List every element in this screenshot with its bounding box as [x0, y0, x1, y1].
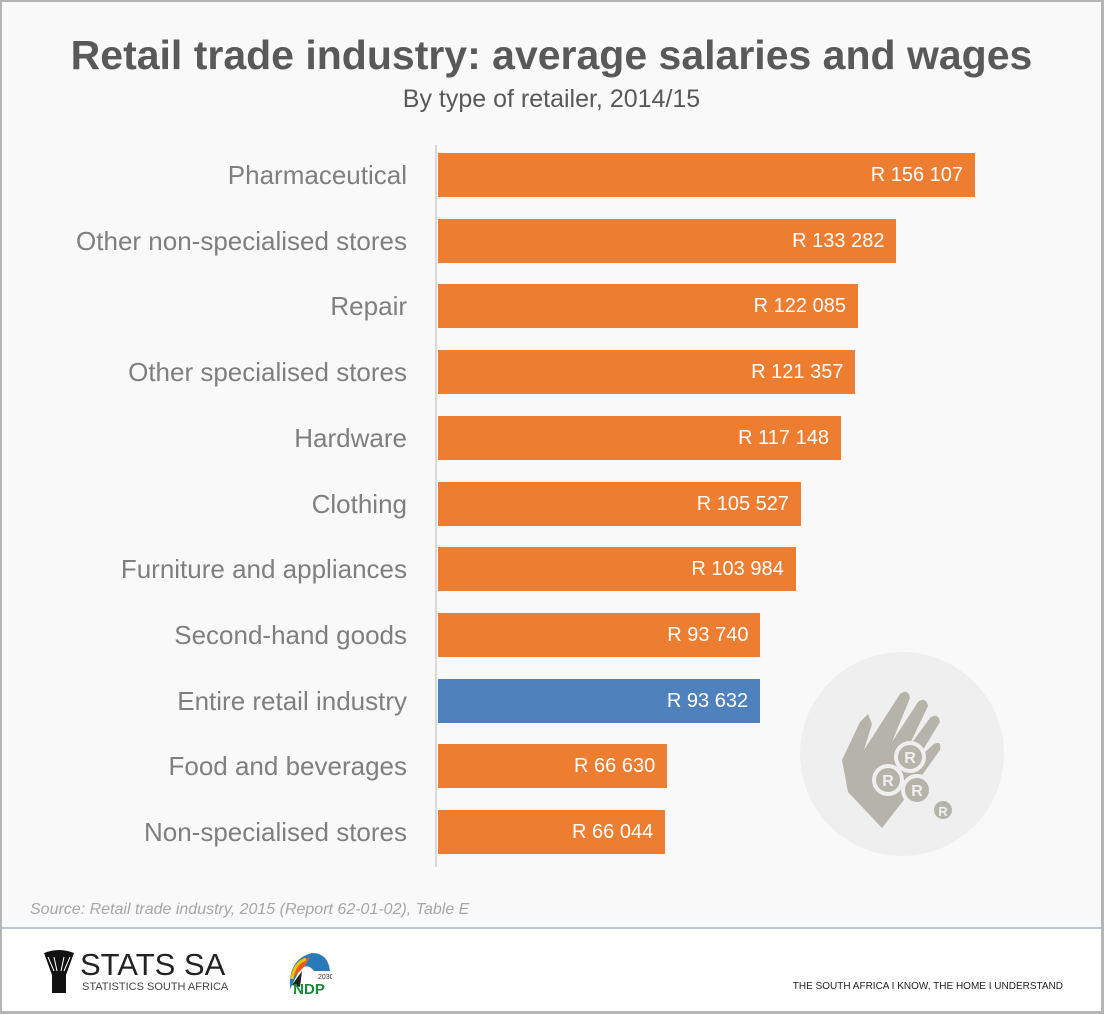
svg-text:R: R — [904, 750, 916, 767]
bar: R 66 044 — [438, 810, 666, 854]
stats-sa-logo: STATS SA STATISTICS SOUTH AFRICA — [42, 949, 228, 995]
data-label: R 66 630 — [574, 755, 656, 778]
category-label: Clothing — [311, 488, 407, 519]
data-label: R 103 984 — [691, 558, 784, 581]
source-note: Source: Retail trade industry, 2015 (Rep… — [30, 901, 470, 918]
svg-text:R: R — [882, 773, 894, 790]
bar: R 133 282 — [438, 218, 897, 263]
chart-subtitle: By type of retailer, 2014/15 — [402, 85, 701, 113]
category-label: Other non-specialised stores — [76, 225, 407, 256]
category-label: Repair — [330, 291, 407, 322]
data-label: R 122 085 — [753, 295, 846, 318]
bar: R 93 632 — [438, 678, 761, 723]
logo-name: STATS SA — [80, 947, 226, 982]
data-label: R 66 044 — [572, 821, 654, 843]
bar: R 93 740 — [438, 612, 761, 657]
bar: R 122 085 — [438, 284, 858, 329]
category-label: Second-hand goods — [174, 619, 407, 650]
category-label: Furniture and appliances — [120, 554, 407, 585]
bar: R 117 148 — [438, 415, 841, 460]
data-label: R 93 740 — [667, 623, 749, 646]
data-label: R 121 357 — [751, 361, 844, 384]
category-label: Other specialised stores — [128, 357, 407, 388]
data-label: R 117 148 — [738, 426, 829, 449]
basket-icon — [44, 950, 74, 993]
bar: R 121 357 — [438, 350, 856, 395]
data-label: R 133 282 — [792, 229, 885, 252]
svg-text:NDP: NDP — [293, 981, 325, 997]
data-label: R 93 632 — [666, 689, 749, 712]
tagline: THE SOUTH AFRICA I KNOW, THE HOME I UNDE… — [792, 981, 1063, 992]
category-label: Entire retail industry — [177, 685, 407, 716]
category-label: Non-specialised stores — [143, 817, 407, 847]
category-label: Pharmaceutical — [227, 160, 407, 190]
y-axis-line — [435, 145, 437, 867]
chart-title: Retail trade industry: average salaries … — [70, 32, 1033, 78]
bar: R 103 984 — [438, 547, 796, 592]
bar: R 156 107 — [438, 153, 975, 197]
logo-subtitle: STATISTICS SOUTH AFRICA — [82, 981, 229, 993]
category-label: Hardware — [294, 422, 407, 453]
data-label: R 105 527 — [696, 492, 789, 515]
bar: R 66 630 — [438, 744, 668, 789]
svg-text:2030: 2030 — [318, 974, 332, 981]
ndp-logo: NDP 2030 — [284, 949, 334, 1002]
svg-text:R: R — [911, 783, 923, 800]
data-label: R 156 107 — [870, 164, 963, 186]
bar: R 105 527 — [438, 481, 801, 526]
footer: STATS SA STATISTICS SOUTH AFRICA NDP 2030 … — [2, 927, 1101, 1011]
category-label: Food and beverages — [168, 751, 407, 782]
svg-text:R: R — [938, 804, 948, 819]
